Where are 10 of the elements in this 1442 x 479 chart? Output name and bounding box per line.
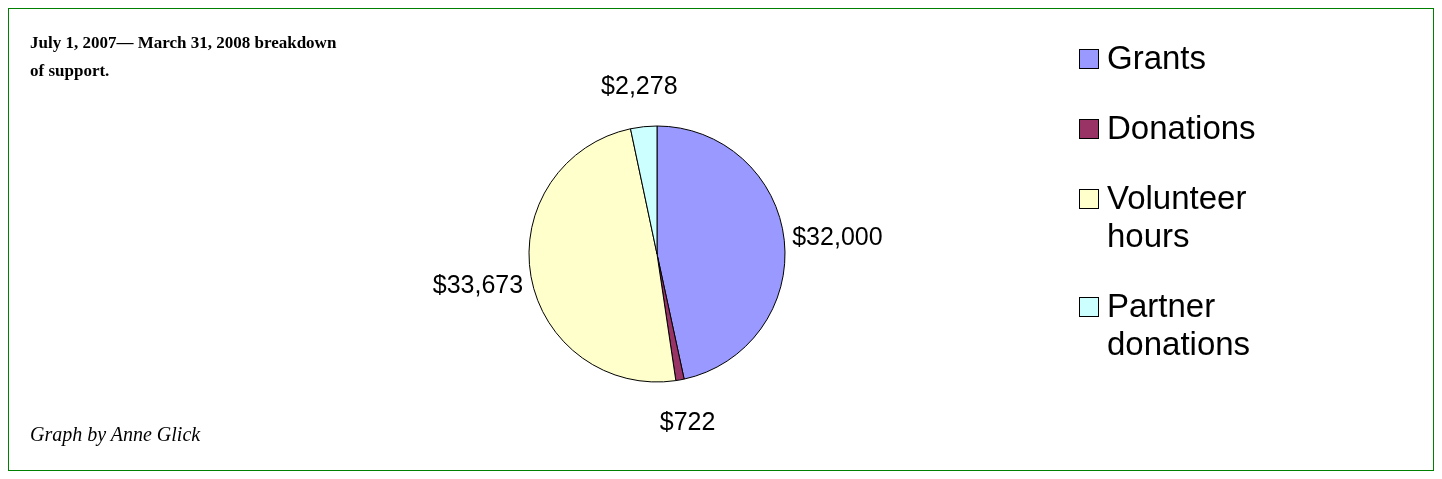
data-label: $2,278 — [601, 70, 678, 99]
legend-label: Grants — [1107, 39, 1208, 77]
legend-label: Partner donations — [1107, 287, 1252, 363]
data-label: $32,000 — [792, 221, 883, 250]
legend-label: Donations — [1107, 109, 1257, 147]
data-label: $722 — [659, 407, 716, 436]
data-label: $33,673 — [432, 270, 524, 299]
text: Graph by Anne Glick — [30, 423, 201, 446]
text: July 1, 2007— March 31, 2008 breakdown of support. — [30, 32, 338, 82]
legend-label: Volunteer hours — [1107, 179, 1248, 255]
